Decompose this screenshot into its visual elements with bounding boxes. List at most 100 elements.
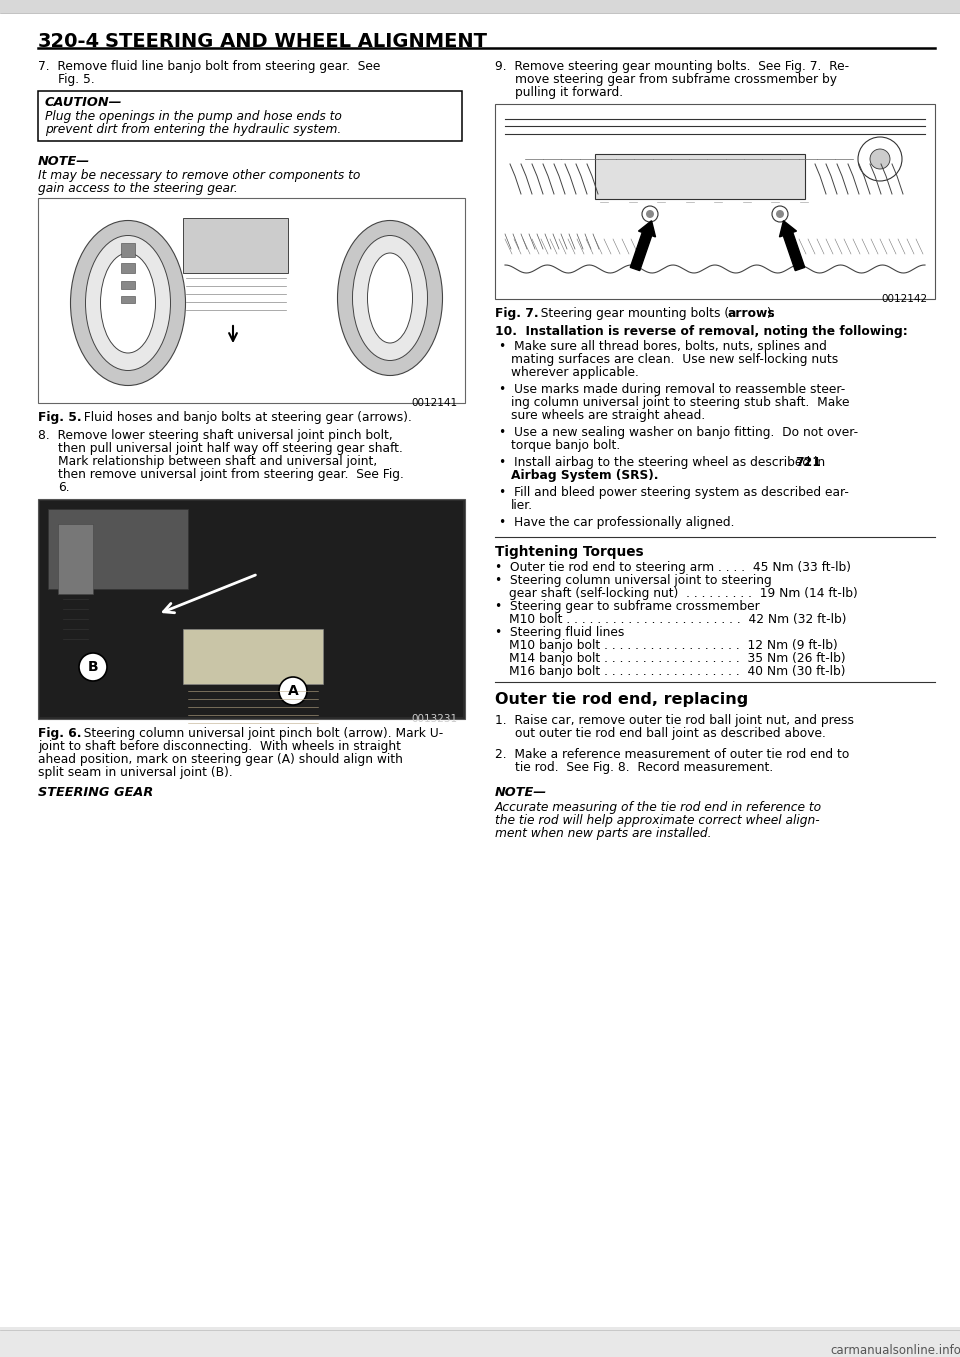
Text: 320-4: 320-4 [38, 33, 100, 52]
Ellipse shape [85, 236, 171, 370]
Circle shape [646, 210, 654, 218]
Text: joint to shaft before disconnecting.  With wheels in straight: joint to shaft before disconnecting. Wit… [38, 740, 401, 753]
Text: M10 bolt . . . . . . . . . . . . . . . . . . . . . . .  42 Nm (32 ft-lb): M10 bolt . . . . . . . . . . . . . . . .… [509, 613, 847, 626]
Text: M14 banjo bolt . . . . . . . . . . . . . . . . . .  35 Nm (26 ft-lb): M14 banjo bolt . . . . . . . . . . . . .… [509, 651, 846, 665]
Text: lier.: lier. [511, 499, 533, 512]
Text: tie rod.  See Fig. 8.  Record measurement.: tie rod. See Fig. 8. Record measurement. [515, 761, 773, 773]
Text: 0012142: 0012142 [881, 294, 927, 304]
FancyArrow shape [780, 221, 804, 270]
Bar [58, 524, 93, 594]
Text: Fig. 5.: Fig. 5. [58, 73, 95, 85]
Text: pulling it forward.: pulling it forward. [515, 85, 623, 99]
Text: gear shaft (self-locking nut)  . . . . . . . . .  19 Nm (14 ft-lb): gear shaft (self-locking nut) . . . . . … [509, 588, 857, 600]
Bar [121, 296, 135, 303]
Text: split seam in universal joint (B).: split seam in universal joint (B). [38, 765, 232, 779]
Text: ahead position, mark on steering gear (A) should align with: ahead position, mark on steering gear (A… [38, 753, 403, 765]
Text: 0013231: 0013231 [411, 714, 457, 725]
Circle shape [858, 137, 902, 180]
Bar [595, 153, 805, 199]
Bar [0, 1327, 960, 1357]
Bar [48, 509, 188, 589]
Text: Fluid hoses and banjo bolts at steering gear (arrows).: Fluid hoses and banjo bolts at steering … [76, 411, 412, 423]
Text: ment when new parts are installed.: ment when new parts are installed. [495, 826, 711, 840]
Ellipse shape [101, 252, 156, 353]
Text: •  Steering fluid lines: • Steering fluid lines [495, 626, 624, 639]
Text: 6.: 6. [58, 480, 70, 494]
Text: •  Steering gear to subframe crossmember: • Steering gear to subframe crossmember [495, 600, 759, 613]
Circle shape [870, 149, 890, 170]
Text: 2.  Make a reference measurement of outer tie rod end to: 2. Make a reference measurement of outer… [495, 748, 850, 761]
Text: Tightening Torques: Tightening Torques [495, 546, 643, 559]
Text: prevent dirt from entering the hydraulic system.: prevent dirt from entering the hydraulic… [45, 123, 341, 136]
Text: •  Use a new sealing washer on banjo fitting.  Do not over-: • Use a new sealing washer on banjo fitt… [499, 426, 858, 440]
Bar [38, 198, 465, 403]
Text: torque banjo bolt.: torque banjo bolt. [511, 440, 620, 452]
Bar [183, 218, 288, 273]
Bar [38, 499, 465, 719]
Ellipse shape [70, 220, 185, 385]
Text: •  Outer tie rod end to steering arm . . . .  45 Nm (33 ft-lb): • Outer tie rod end to steering arm . . … [495, 560, 851, 574]
Text: •  Steering column universal joint to steering: • Steering column universal joint to ste… [495, 574, 772, 588]
Text: Mark relationship between shaft and universal joint,: Mark relationship between shaft and univ… [58, 455, 377, 468]
Text: Fig. 7.: Fig. 7. [495, 307, 539, 320]
Text: ing column universal joint to steering stub shaft.  Make: ing column universal joint to steering s… [511, 396, 850, 408]
Text: move steering gear from subframe crossmember by: move steering gear from subframe crossme… [515, 73, 837, 85]
Text: 1.  Raise car, remove outer tie rod ball joint nut, and press: 1. Raise car, remove outer tie rod ball … [495, 714, 854, 727]
Text: •  Fill and bleed power steering system as described ear-: • Fill and bleed power steering system a… [499, 486, 849, 499]
Text: arrows: arrows [728, 307, 776, 320]
Text: Outer tie rod end, replacing: Outer tie rod end, replacing [495, 692, 748, 707]
Bar [121, 243, 135, 256]
Text: sure wheels are straight ahead.: sure wheels are straight ahead. [511, 408, 706, 422]
Text: carmanualsonline.info: carmanualsonline.info [830, 1343, 960, 1357]
Bar [38, 91, 462, 141]
Text: 0012141: 0012141 [411, 398, 457, 408]
Text: 10.  Installation is reverse of removal, noting the following:: 10. Installation is reverse of removal, … [495, 324, 908, 338]
Text: out outer tie rod end ball joint as described above.: out outer tie rod end ball joint as desc… [515, 727, 826, 740]
Text: the tie rod will help approximate correct wheel align-: the tie rod will help approximate correc… [495, 814, 820, 826]
Text: STEERING GEAR: STEERING GEAR [38, 786, 154, 799]
Bar [0, 0, 960, 14]
Ellipse shape [338, 220, 443, 376]
Text: •  Use marks made during removal to reassemble steer-: • Use marks made during removal to reass… [499, 383, 845, 396]
Bar [40, 501, 463, 716]
Ellipse shape [352, 236, 427, 361]
Circle shape [642, 206, 658, 223]
Text: then remove universal joint from steering gear.  See Fig.: then remove universal joint from steerin… [58, 468, 404, 480]
Circle shape [79, 653, 107, 681]
Bar [183, 630, 323, 684]
Text: NOTE—: NOTE— [38, 155, 90, 168]
Text: Plug the openings in the pump and hose ends to: Plug the openings in the pump and hose e… [45, 110, 342, 123]
Text: STEERING AND WHEEL ALIGNMENT: STEERING AND WHEEL ALIGNMENT [105, 33, 487, 52]
Text: A: A [288, 684, 299, 697]
Text: M16 banjo bolt . . . . . . . . . . . . . . . . . .  40 Nm (30 ft-lb): M16 banjo bolt . . . . . . . . . . . . .… [509, 665, 846, 678]
Text: Fig. 6.: Fig. 6. [38, 727, 82, 740]
Circle shape [772, 206, 788, 223]
Bar [121, 281, 135, 289]
Text: 721: 721 [795, 456, 821, 470]
Circle shape [776, 210, 784, 218]
Text: ).: ). [766, 307, 775, 320]
Text: wherever applicable.: wherever applicable. [511, 366, 638, 379]
Ellipse shape [368, 252, 413, 343]
FancyArrow shape [631, 221, 656, 270]
Text: Steering gear mounting bolts (: Steering gear mounting bolts ( [533, 307, 730, 320]
Text: gain access to the steering gear.: gain access to the steering gear. [38, 182, 238, 195]
Text: It may be necessary to remove other components to: It may be necessary to remove other comp… [38, 170, 360, 182]
Text: CAUTION—: CAUTION— [45, 96, 123, 109]
Text: Airbag System (SRS).: Airbag System (SRS). [511, 470, 659, 482]
Bar [121, 263, 135, 273]
Circle shape [279, 677, 307, 706]
Text: •  Have the car professionally aligned.: • Have the car professionally aligned. [499, 516, 734, 529]
Text: 9.  Remove steering gear mounting bolts.  See Fig. 7.  Re-: 9. Remove steering gear mounting bolts. … [495, 60, 850, 73]
Text: NOTE—: NOTE— [495, 786, 547, 799]
Text: •  Install airbag to the steering wheel as described in: • Install airbag to the steering wheel a… [499, 456, 829, 470]
Text: 7.  Remove fluid line banjo bolt from steering gear.  See: 7. Remove fluid line banjo bolt from ste… [38, 60, 380, 73]
Text: Fig. 5.: Fig. 5. [38, 411, 82, 423]
Text: mating surfaces are clean.  Use new self-locking nuts: mating surfaces are clean. Use new self-… [511, 353, 838, 366]
Text: •  Make sure all thread bores, bolts, nuts, splines and: • Make sure all thread bores, bolts, nut… [499, 341, 827, 353]
Text: M10 banjo bolt . . . . . . . . . . . . . . . . . .  12 Nm (9 ft-lb): M10 banjo bolt . . . . . . . . . . . . .… [509, 639, 838, 651]
Text: B: B [87, 660, 98, 674]
Text: 8.  Remove lower steering shaft universal joint pinch bolt,: 8. Remove lower steering shaft universal… [38, 429, 393, 442]
Text: Steering column universal joint pinch bolt (arrow). Mark U-: Steering column universal joint pinch bo… [76, 727, 444, 740]
Text: then pull universal joint half way off steering gear shaft.: then pull universal joint half way off s… [58, 442, 403, 455]
